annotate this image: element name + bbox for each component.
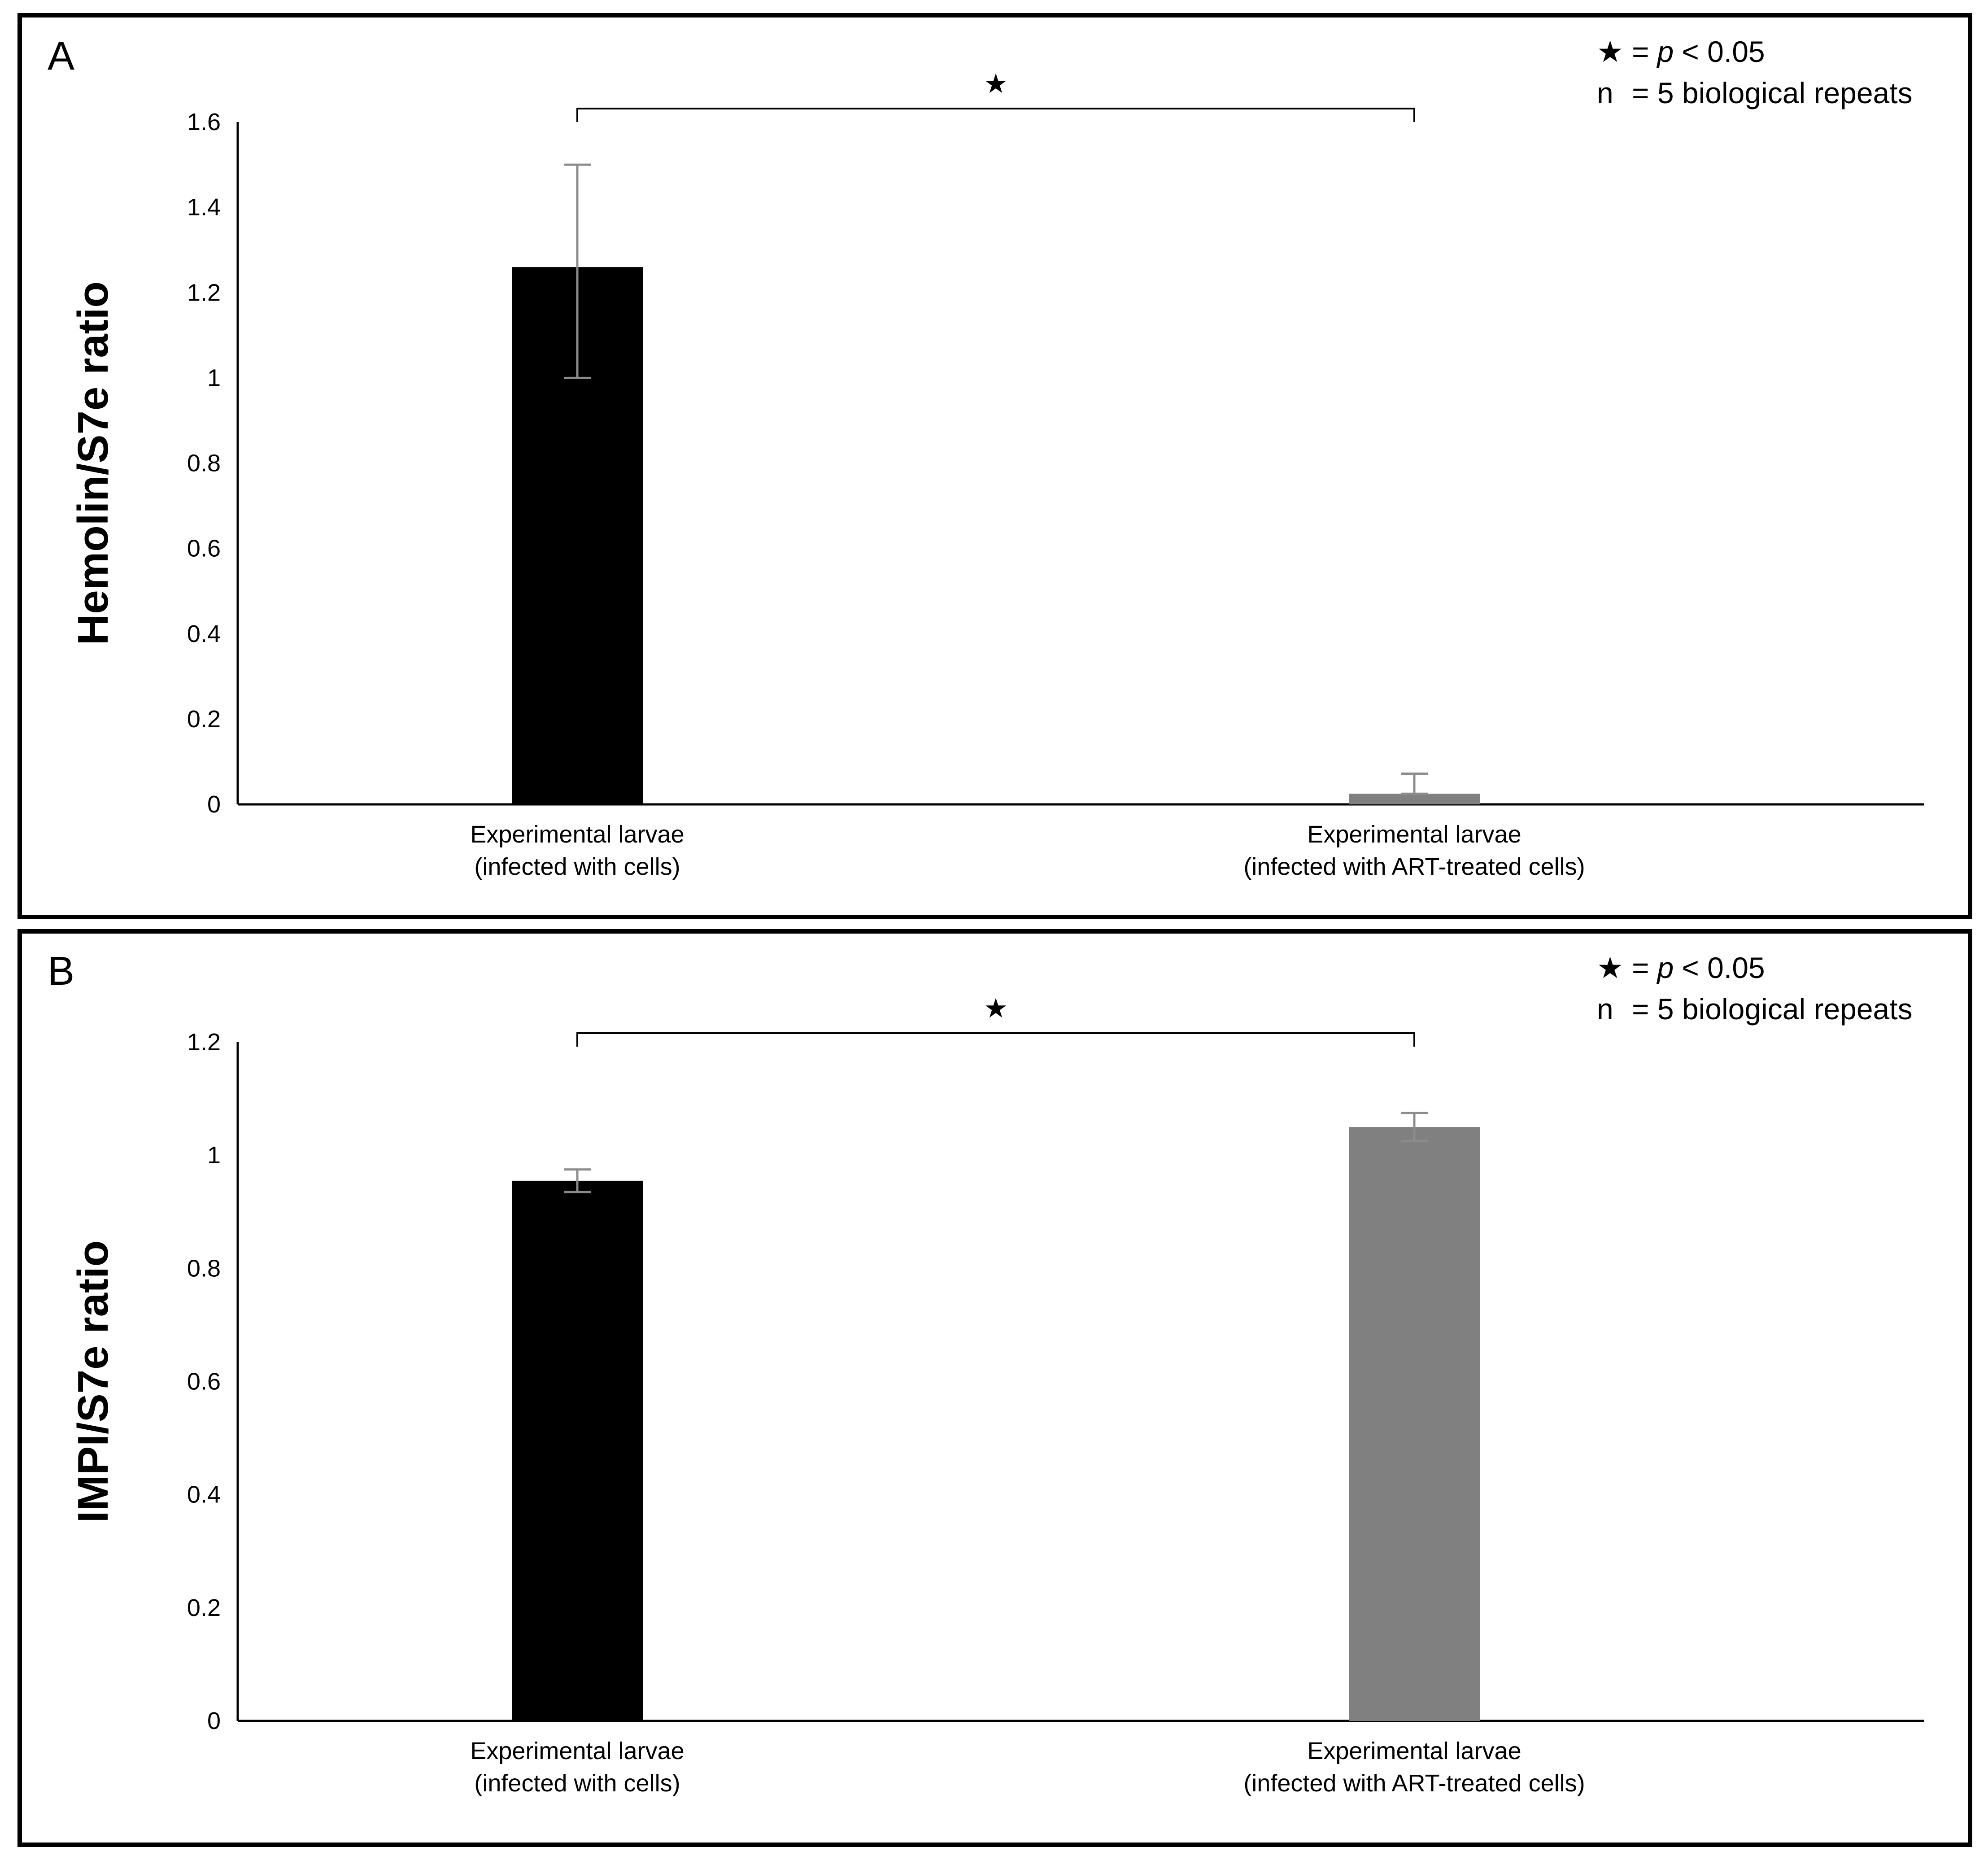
category-label-line1: Experimental larvae <box>1307 821 1521 848</box>
category-label-line2: (infected with cells) <box>474 1770 680 1797</box>
category-label-line2: (infected with ART-treated cells) <box>1243 853 1585 880</box>
y-tick-label: 0.4 <box>187 620 221 647</box>
legend-n-symbol: n <box>1597 76 1613 109</box>
y-axis-label: Hemolin/S7e ratio <box>69 281 117 645</box>
y-tick-label: 0 <box>207 791 221 818</box>
legend-n-symbol: n <box>1597 992 1613 1026</box>
category-label-line2: (infected with ART-treated cells) <box>1243 1770 1585 1797</box>
y-tick-label: 0.6 <box>187 535 221 562</box>
category-label-line1: Experimental larvae <box>1307 1738 1521 1764</box>
y-tick-label: 0.4 <box>187 1481 221 1508</box>
panel-letter: B <box>48 949 74 994</box>
legend-star-icon: ★ <box>1597 35 1623 68</box>
y-tick-label: 1.4 <box>187 194 221 221</box>
legend-star-icon: ★ <box>1597 951 1623 984</box>
legend-eq: = <box>1632 35 1649 68</box>
legend-n-text: = 5 biological repeats <box>1632 76 1913 109</box>
y-tick-label: 0.2 <box>187 706 221 733</box>
legend-p: p <box>1657 35 1674 68</box>
category-label-line1: Experimental larvae <box>470 1738 684 1764</box>
y-tick-label: 1.2 <box>187 1029 221 1056</box>
chart-panel-b: B 0 0.2 0.4 0.6 0.8 1 1.2 IMPI/S7e ratio Experime… <box>17 929 1972 1847</box>
legend-pvalue-text: = p < 0.05 <box>1632 35 1765 68</box>
y-tick-label: 1 <box>207 364 221 391</box>
legend-threshold: < 0.05 <box>1682 951 1765 984</box>
significance-star-icon: ★ <box>984 69 1008 99</box>
panel-frame <box>17 13 1972 919</box>
y-tick-label: 1.6 <box>187 109 221 135</box>
panel-letter: A <box>48 34 74 79</box>
y-tick-label: 0.6 <box>187 1368 221 1395</box>
bar-1 <box>512 1180 643 1721</box>
chart-panel-a: A 0 0.2 0.4 0.6 0.8 1 1.2 1.4 1.6 Hemolin/S7e rati… <box>17 13 1972 919</box>
legend-p: p <box>1657 951 1674 984</box>
y-tick-label: 1.2 <box>187 279 221 306</box>
category-label-line1: Experimental larvae <box>470 821 684 848</box>
legend-n-text: = 5 biological repeats <box>1632 992 1913 1026</box>
legend-threshold: < 0.05 <box>1682 35 1765 68</box>
category-label-line2: (infected with cells) <box>474 853 680 880</box>
significance-bracket <box>576 108 1415 122</box>
legend-pvalue-text: = p < 0.05 <box>1632 951 1765 984</box>
panel-frame <box>17 929 1972 1847</box>
y-tick-label: 1 <box>207 1142 221 1169</box>
y-tick-label: 0.8 <box>187 1255 221 1282</box>
legend-eq: = <box>1632 951 1649 984</box>
significance-star-icon: ★ <box>984 993 1008 1023</box>
bar-2 <box>1349 1127 1480 1721</box>
y-tick-label: 0.2 <box>187 1594 221 1621</box>
y-axis-label: IMPI/S7e ratio <box>69 1240 117 1523</box>
bar-2 <box>1349 794 1480 804</box>
y-tick-label: 0 <box>207 1707 221 1734</box>
y-tick-label: 0.8 <box>187 450 221 477</box>
significance-bracket <box>576 1032 1415 1047</box>
